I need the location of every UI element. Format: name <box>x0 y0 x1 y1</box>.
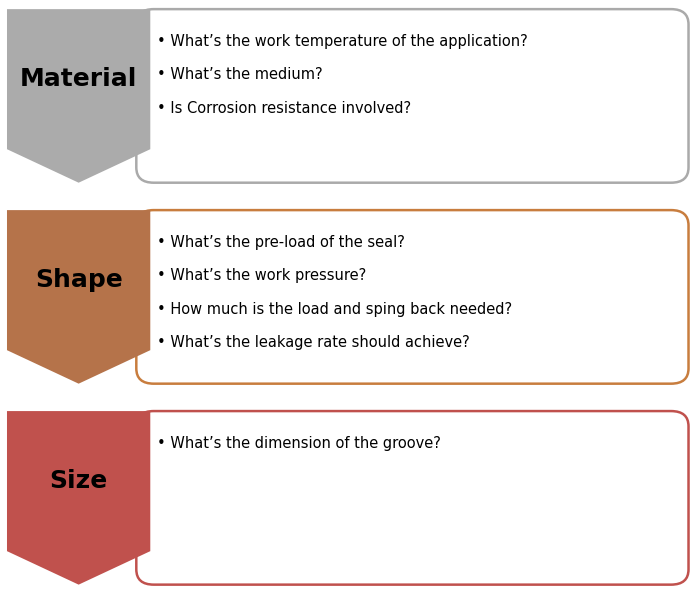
Polygon shape <box>7 9 150 183</box>
Text: • What’s the work temperature of the application?: • What’s the work temperature of the app… <box>157 33 528 49</box>
FancyBboxPatch shape <box>136 210 689 384</box>
Polygon shape <box>7 411 150 585</box>
Text: Shape: Shape <box>35 268 122 292</box>
Text: Material: Material <box>20 67 137 91</box>
Text: • What’s the dimension of the groove?: • What’s the dimension of the groove? <box>157 435 441 451</box>
FancyBboxPatch shape <box>136 411 689 585</box>
Text: • How much is the load and sping back needed?: • How much is the load and sping back ne… <box>157 301 512 317</box>
FancyBboxPatch shape <box>136 9 689 183</box>
Text: Size: Size <box>50 469 108 493</box>
Polygon shape <box>7 210 150 384</box>
Text: • What’s the leakage rate should achieve?: • What’s the leakage rate should achieve… <box>157 335 470 350</box>
Text: • What’s the pre-load of the seal?: • What’s the pre-load of the seal? <box>157 234 405 250</box>
Text: • What’s the medium?: • What’s the medium? <box>157 67 323 82</box>
Text: • What’s the work pressure?: • What’s the work pressure? <box>157 268 366 283</box>
Text: • Is Corrosion resistance involved?: • Is Corrosion resistance involved? <box>157 100 412 116</box>
